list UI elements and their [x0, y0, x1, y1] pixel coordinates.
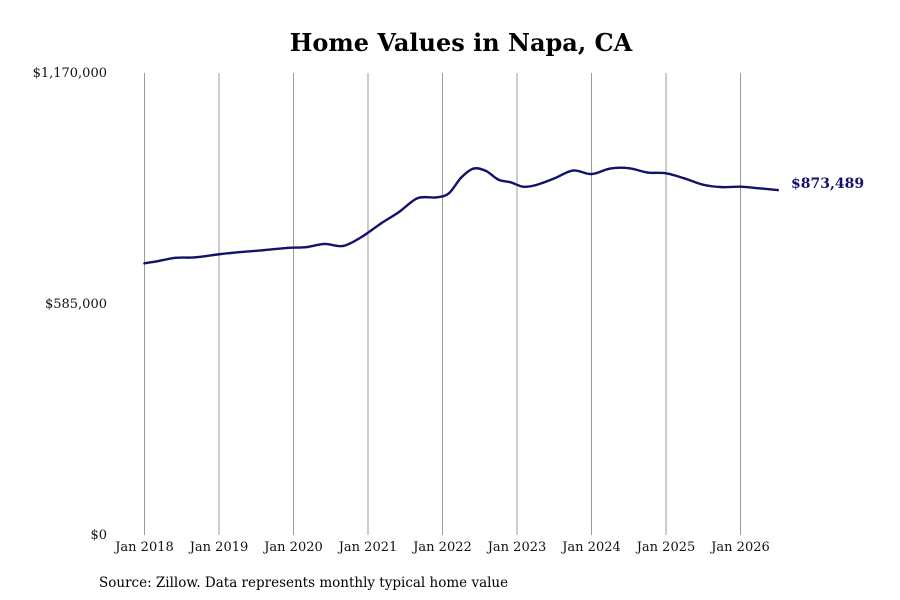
data-point-15	[435, 196, 438, 199]
data-point-24	[553, 177, 556, 180]
data-point-13	[397, 210, 401, 214]
data-point-1	[155, 260, 159, 263]
x-tick-label-6: Jan 2024	[560, 540, 621, 555]
data-point-28	[627, 166, 630, 170]
data-point-20	[497, 178, 500, 181]
vertical-gridlines	[144, 73, 741, 535]
data-point-18	[472, 167, 475, 170]
data-point-2	[174, 256, 177, 259]
data-point-22	[522, 185, 525, 188]
series-line-0	[143, 166, 779, 265]
data-point-3	[192, 256, 196, 259]
data-point-12	[379, 222, 382, 226]
x-tick-label-3: Jan 2021	[337, 540, 398, 555]
series-layer	[143, 166, 779, 265]
y-axis-tick-labels: $0 $585,000 $1,170,000	[33, 66, 107, 543]
x-tick-label-4: Jan 2022	[411, 540, 472, 555]
x-axis-tick-labels: Jan 2018 Jan 2019 Jan 2020 Jan 2021 Jan 2022…	[113, 540, 770, 555]
data-point-35	[757, 187, 761, 190]
data-point-34	[739, 185, 742, 188]
chart-title: Home Values in Napa, CA	[290, 28, 633, 57]
data-point-17	[459, 176, 463, 179]
data-point-16	[447, 192, 450, 195]
data-point-19	[484, 169, 488, 173]
x-tick-label-5: Jan 2023	[486, 540, 547, 555]
x-tick-label-8: Jan 2026	[709, 540, 770, 555]
data-point-14	[416, 196, 419, 200]
x-tick-label-1: Jan 2019	[188, 540, 249, 555]
data-point-8	[304, 245, 308, 249]
source-note: Source: Zillow. Data represents monthly …	[99, 575, 508, 591]
data-point-7	[286, 246, 289, 250]
data-point-6	[261, 249, 264, 252]
y-tick-label-0: $0	[90, 528, 107, 543]
data-point-30	[664, 172, 668, 175]
data-point-11	[360, 235, 363, 239]
data-point-10	[341, 244, 345, 248]
data-point-25	[571, 169, 575, 172]
data-point-0	[143, 262, 146, 265]
last-value-label: $873,489	[791, 176, 864, 192]
y-tick-label-2: $1,170,000	[33, 66, 107, 81]
data-point-21	[509, 181, 512, 184]
data-point-32	[702, 183, 705, 186]
data-point-27	[608, 167, 612, 170]
data-point-31	[683, 177, 686, 180]
data-point-9	[323, 242, 326, 246]
data-point-29	[646, 171, 649, 174]
x-tick-label-0: Jan 2018	[113, 540, 174, 555]
data-point-26	[590, 172, 593, 176]
data-point-23	[534, 183, 537, 187]
y-tick-label-1: $585,000	[45, 297, 107, 312]
data-point-4	[217, 253, 221, 256]
data-point-33	[720, 185, 724, 189]
x-tick-label-7: Jan 2025	[635, 540, 696, 555]
data-point-5	[236, 251, 239, 254]
data-point-36	[776, 188, 779, 192]
x-tick-label-2: Jan 2020	[262, 540, 323, 555]
